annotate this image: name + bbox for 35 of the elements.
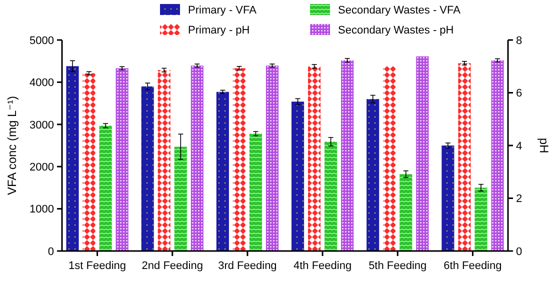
bar [324,142,338,251]
x-tick-label: 4th Feeding [293,260,352,272]
y2-axis-title: pH [537,138,550,154]
x-tick-label: 1st Feeding [68,260,126,272]
bar [366,99,380,251]
y-tick-label: 4000 [30,77,54,90]
bar [216,92,229,251]
bar [174,146,187,251]
legend-label: Primary - VFA [188,4,258,16]
bar [99,126,112,251]
y-tick-label: 5000 [30,34,54,47]
y-tick-label: 1000 [30,204,54,216]
y2-tick-label: 8 [516,34,522,47]
bar [249,134,262,251]
y2-tick-label: 0 [516,246,522,258]
y-tick-label: 3000 [30,119,54,132]
legend-label: Secondary Wastes - VFA [338,4,462,16]
x-tick-label: 2nd Feeding [142,260,203,272]
bar [442,146,454,251]
y-tick-label: 0 [48,246,54,258]
bar [66,66,79,251]
y-tick-label: 2000 [30,161,54,174]
x-tick-label: 3rd Feeding [218,260,277,272]
legend-label: Primary - pH [188,24,250,36]
y-axis-title: VFA conc (mg L⁻¹) [5,96,19,196]
legend-label: Secondary Wastes - pH [338,24,454,36]
bar [141,86,154,251]
bar [474,188,488,251]
x-tick-label: 6th Feeding [444,260,502,272]
y2-tick-label: 2 [516,193,522,206]
bar [291,102,304,251]
y2-tick-label: 4 [516,140,522,152]
x-tick-label: 5th Feeding [368,260,427,272]
bar [400,174,412,251]
y2-tick-label: 6 [516,88,522,100]
